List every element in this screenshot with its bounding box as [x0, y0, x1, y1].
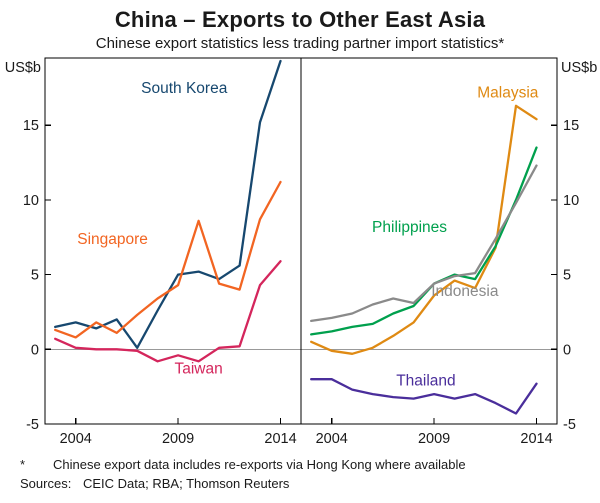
y-axis-unit-left: US$b: [5, 60, 41, 76]
y-tick-label-right: 0: [563, 342, 571, 358]
y-tick-label-left: -5: [26, 417, 39, 433]
chart-footnotes: * Chinese export data includes re-export…: [0, 454, 600, 493]
y-tick-label-left: 5: [31, 268, 39, 284]
x-tick-label-2009: 2009: [418, 431, 450, 447]
series-line-taiwan: [54, 260, 282, 363]
chart-title: China – Exports to Other East Asia: [114, 7, 486, 32]
series-label-south-korea: South Korea: [141, 80, 228, 97]
chart-subtitle: Chinese export statistics less trading p…: [95, 35, 505, 52]
y-tick-label-right: -5: [563, 417, 576, 433]
y-tick-label-right: 5: [563, 268, 571, 284]
x-tick-label-2009: 2009: [162, 431, 194, 447]
sources-label: Sources:: [20, 476, 72, 491]
footnote-text: Chinese export data includes re-exports …: [53, 457, 466, 472]
sources-text: CEIC Data; RBA; Thomson Reuters: [83, 476, 290, 491]
series-line-indonesia: [310, 164, 538, 323]
y-axis-unit-right: US$b: [561, 60, 597, 76]
series-line-philippines: [310, 146, 538, 336]
series-label-indonesia: Indonesia: [431, 283, 499, 300]
chart-svg: -5 -5 0 0 5 5 10 10 15 15 US$b US$b 2004 2009 2014 2004…: [5, 57, 597, 447]
y-tick-label-right: 15: [563, 118, 579, 134]
sources-row: Sources: CEIC Data; RBA; Thomson Reuters: [20, 475, 580, 493]
series-label-malaysia: Malaysia: [477, 84, 539, 101]
footnote-marker: *: [20, 457, 26, 472]
series-label-thailand: Thailand: [396, 373, 455, 390]
y-tick-label-right: 10: [563, 193, 579, 209]
y-tick-label-left: 10: [23, 193, 39, 209]
x-tick-label-2004: 2004: [60, 431, 92, 447]
series-label-singapore: Singapore: [77, 231, 148, 248]
series-line-singapore: [54, 180, 282, 339]
x-tick-label-2014: 2014: [520, 431, 552, 447]
series-label-philippines: Philippines: [372, 219, 447, 236]
footnote-row: * Chinese export data includes re-export…: [20, 456, 580, 474]
y-tick-label-left: 15: [23, 118, 39, 134]
series-label-taiwan: Taiwan: [174, 361, 222, 378]
series-line-south-korea: [54, 59, 282, 349]
x-tick-label-2004: 2004: [316, 431, 348, 447]
series-line-thailand: [310, 378, 538, 415]
x-tick-label-2014: 2014: [264, 431, 296, 447]
series-line-malaysia: [310, 104, 538, 355]
y-tick-label-left: 0: [31, 342, 39, 358]
